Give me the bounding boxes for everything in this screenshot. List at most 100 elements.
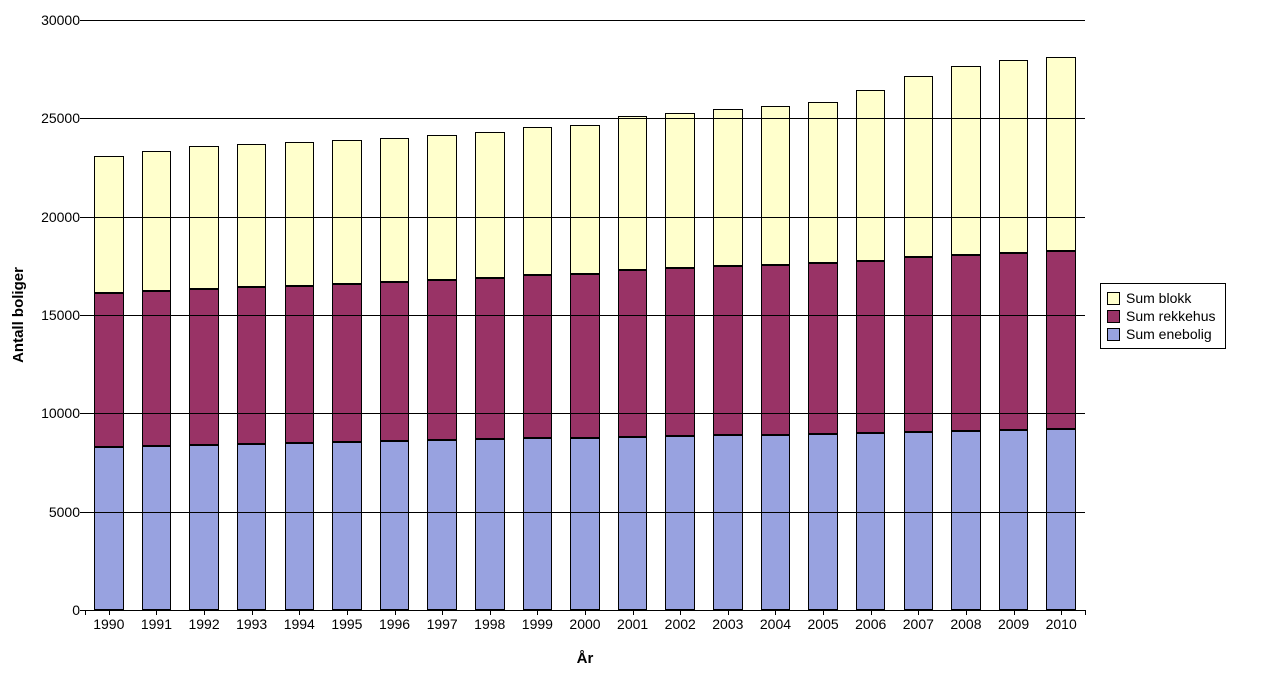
x-tick-mark (966, 610, 967, 615)
x-tick-mark (871, 610, 872, 615)
bar-segment-enebolig (856, 433, 886, 610)
bar-segment-blokk (904, 76, 934, 257)
bar-segment-enebolig (713, 435, 743, 610)
x-tick-label: 1991 (141, 616, 172, 632)
x-tick-label: 2004 (760, 616, 791, 632)
gridline (85, 118, 1085, 119)
bar-segment-blokk (618, 116, 648, 269)
y-tick-mark (80, 217, 85, 218)
x-tick-mark (775, 610, 776, 615)
x-tick-label: 2000 (569, 616, 600, 632)
x-tick-mark (252, 610, 253, 615)
y-tick-label: 0 (20, 602, 80, 618)
x-tick-label: 2010 (1046, 616, 1077, 632)
bar-segment-blokk (856, 90, 886, 261)
bar-segment-rekkehus (951, 255, 981, 431)
y-tick-mark (80, 413, 85, 414)
x-tick-label: 2009 (998, 616, 1029, 632)
bar-segment-blokk (761, 106, 791, 265)
bar-segment-rekkehus (427, 280, 457, 440)
bar-segment-rekkehus (475, 278, 505, 439)
bar-segment-rekkehus (665, 268, 695, 436)
legend-swatch (1107, 328, 1120, 341)
bar-segment-blokk (999, 60, 1029, 253)
bar-segment-rekkehus (1046, 251, 1076, 429)
bar-segment-enebolig (808, 434, 838, 610)
x-tick-mark (299, 610, 300, 615)
bar-segment-rekkehus (94, 293, 124, 446)
y-tick-label: 10000 (20, 405, 80, 421)
x-tick-label: 2008 (950, 616, 981, 632)
bar-segment-blokk (713, 109, 743, 266)
bar-segment-enebolig (618, 437, 648, 610)
bar-segment-blokk (94, 156, 124, 294)
x-tick-mark (918, 610, 919, 615)
gridline (85, 315, 1085, 316)
bar-segment-blokk (808, 102, 838, 263)
legend-label: Sum enebolig (1126, 326, 1212, 342)
bar-segment-blokk (285, 142, 315, 286)
gridline (85, 217, 1085, 218)
x-tick-label: 2003 (712, 616, 743, 632)
x-tick-mark (490, 610, 491, 615)
bar-segment-rekkehus (999, 253, 1029, 430)
bar-segment-enebolig (94, 447, 124, 610)
bar-segment-enebolig (380, 441, 410, 610)
bar-segment-blokk (332, 140, 362, 284)
bar-segment-rekkehus (380, 282, 410, 441)
bar-segment-enebolig (570, 438, 600, 610)
y-tick-label: 5000 (20, 504, 80, 520)
bar-segment-enebolig (999, 430, 1029, 610)
x-tick-mark (1061, 610, 1062, 615)
x-tick-mark (728, 610, 729, 615)
x-tick-mark (347, 610, 348, 615)
stacked-bar-chart: Antall boliger 0500010000150002000025000… (0, 0, 1261, 697)
bar-segment-enebolig (1046, 429, 1076, 610)
bar-segment-rekkehus (904, 257, 934, 432)
y-tick-label: 30000 (20, 12, 80, 28)
plot-area: 0500010000150002000025000300001990199119… (85, 20, 1085, 611)
bar-segment-enebolig (285, 443, 315, 610)
x-tick-mark (633, 610, 634, 615)
x-tick-mark (823, 610, 824, 615)
x-tick-label: 1998 (474, 616, 505, 632)
bar-segment-rekkehus (285, 286, 315, 443)
bar-segment-rekkehus (713, 266, 743, 435)
legend: Sum blokk Sum rekkehus Sum enebolig (1100, 283, 1226, 349)
bar-segment-blokk (475, 132, 505, 278)
bar-segment-blokk (951, 66, 981, 255)
x-tick-mark (1085, 610, 1086, 615)
x-tick-mark (680, 610, 681, 615)
x-tick-mark (109, 610, 110, 615)
bar-segment-enebolig (951, 431, 981, 610)
x-tick-mark (585, 610, 586, 615)
x-tick-mark (204, 610, 205, 615)
x-tick-mark (395, 610, 396, 615)
x-axis-title: År (85, 650, 1085, 667)
x-tick-label: 1995 (331, 616, 362, 632)
legend-label: Sum blokk (1126, 290, 1191, 306)
bar-segment-rekkehus (808, 263, 838, 434)
x-tick-mark (1014, 610, 1015, 615)
legend-item-enebolig: Sum enebolig (1107, 326, 1215, 342)
y-tick-label: 25000 (20, 110, 80, 126)
y-tick-label: 20000 (20, 209, 80, 225)
y-tick-mark (80, 20, 85, 21)
x-tick-label: 1996 (379, 616, 410, 632)
y-tick-mark (80, 512, 85, 513)
bar-segment-enebolig (904, 432, 934, 610)
bar-segment-enebolig (761, 435, 791, 610)
x-tick-label: 2007 (903, 616, 934, 632)
x-tick-label: 1992 (188, 616, 219, 632)
x-tick-mark (85, 610, 86, 615)
x-tick-mark (156, 610, 157, 615)
bar-segment-enebolig (189, 445, 219, 610)
x-tick-label: 2001 (617, 616, 648, 632)
bar-segment-enebolig (332, 442, 362, 610)
bar-segment-blokk (189, 146, 219, 290)
bar-segment-rekkehus (856, 261, 886, 433)
bar-segment-blokk (142, 151, 172, 292)
bar-segment-blokk (1046, 57, 1076, 251)
y-tick-mark (80, 118, 85, 119)
legend-label: Sum rekkehus (1126, 308, 1215, 324)
